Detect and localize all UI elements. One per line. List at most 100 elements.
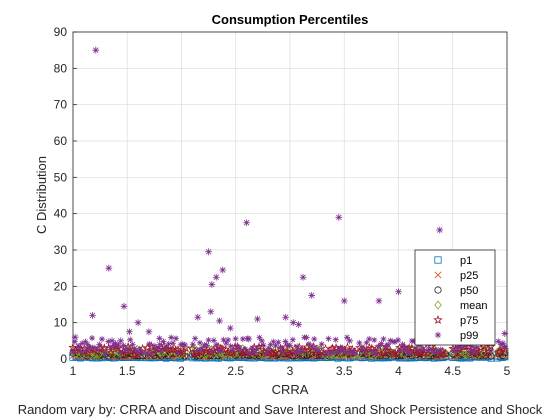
point-p99 (189, 341, 196, 348)
point-p99 (327, 349, 334, 356)
y-tick-label: 20 (54, 279, 68, 293)
point-p99 (468, 343, 475, 350)
point-p99 (265, 345, 272, 352)
point-p99 (210, 337, 217, 344)
point-p75 (313, 348, 323, 358)
point-p99 (150, 342, 157, 349)
y-tick-label: 30 (54, 243, 68, 257)
point-p99 (501, 330, 509, 337)
point-p99 (169, 340, 176, 347)
point-p99 (253, 345, 260, 352)
point-p99 (96, 341, 103, 348)
legend-label-p75: p75 (460, 315, 478, 327)
point-p75 (385, 346, 395, 355)
point-p99 (215, 347, 222, 354)
point-p99 (456, 344, 463, 351)
point-p99 (294, 343, 301, 350)
x-tick-label: 1.5 (119, 364, 136, 378)
point-p75 (500, 345, 510, 354)
point-p99 (77, 348, 84, 355)
point-p99 (330, 349, 337, 356)
point-p99 (335, 348, 342, 355)
point-p99 (337, 344, 344, 351)
point-p99 (105, 264, 113, 272)
point-p99 (194, 347, 201, 354)
legend-marker-p99 (434, 331, 442, 339)
point-p99 (287, 342, 294, 349)
point-p99 (375, 297, 383, 305)
point-p99 (263, 350, 270, 357)
x-axis-label: CRRA (272, 382, 309, 397)
point-mean (462, 350, 471, 360)
x-tick-label: 3.5 (336, 364, 353, 378)
point-p99 (267, 341, 274, 348)
point-p99 (99, 336, 106, 343)
point-p99 (425, 347, 432, 354)
point-p99 (217, 348, 224, 355)
x-tick-label: 4 (395, 364, 402, 378)
point-p99 (351, 350, 358, 357)
point-p99 (363, 339, 370, 346)
point-p99 (340, 297, 348, 305)
point-p99 (495, 338, 502, 345)
point-p99 (335, 213, 343, 221)
point-p75 (476, 343, 486, 352)
point-p99 (82, 338, 89, 345)
point-p99 (213, 341, 220, 348)
point-p99 (358, 345, 365, 352)
point-p99 (406, 350, 413, 357)
point-p99 (86, 344, 93, 351)
point-p99 (289, 336, 296, 343)
legend-marker-p25 (434, 271, 442, 279)
point-p99 (131, 345, 138, 352)
point-mean (461, 350, 469, 359)
point-p99 (318, 341, 325, 348)
point-p99 (277, 344, 284, 351)
point-p99 (375, 343, 382, 350)
point-p99 (323, 350, 330, 357)
point-p99 (101, 349, 108, 356)
point-p75 (189, 349, 199, 359)
point-p99 (196, 339, 203, 346)
point-p99 (401, 344, 408, 351)
legend-marker-p1 (434, 256, 442, 264)
point-p99 (234, 343, 241, 350)
point-p75 (393, 348, 403, 358)
x-tick-label: 1 (70, 364, 77, 378)
point-p99 (428, 346, 435, 353)
point-p99 (126, 328, 133, 336)
point-p99 (372, 350, 379, 357)
point-p99 (71, 333, 79, 341)
point-p99 (272, 342, 279, 349)
point-p75 (320, 344, 331, 353)
point-p75 (228, 347, 238, 357)
point-p99 (434, 348, 441, 355)
legend-label-p1: p1 (460, 255, 472, 267)
point-p99 (239, 335, 246, 342)
point-p99 (270, 338, 277, 345)
point-p99 (212, 273, 220, 281)
point-p99 (420, 346, 427, 353)
point-p99 (91, 344, 98, 351)
legend-label-p99: p99 (460, 330, 478, 342)
point-p99 (122, 346, 129, 353)
legend-label-p25: p25 (460, 270, 478, 282)
point-p99 (220, 336, 227, 343)
point-p75 (168, 344, 178, 354)
x-tick-label: 2.5 (227, 364, 244, 378)
point-p99 (385, 341, 392, 348)
point-p99 (177, 341, 184, 348)
point-p99 (344, 334, 351, 341)
point-p99 (411, 338, 418, 345)
point-p99 (251, 349, 258, 356)
point-p75 (342, 342, 352, 352)
point-p99 (356, 339, 363, 346)
point-p99 (254, 315, 261, 323)
point-p99 (260, 342, 267, 349)
point-p99 (89, 312, 96, 319)
point-p99 (437, 346, 444, 353)
point-p75 (364, 342, 375, 352)
point-p99 (145, 328, 153, 336)
point-p99 (332, 336, 339, 343)
